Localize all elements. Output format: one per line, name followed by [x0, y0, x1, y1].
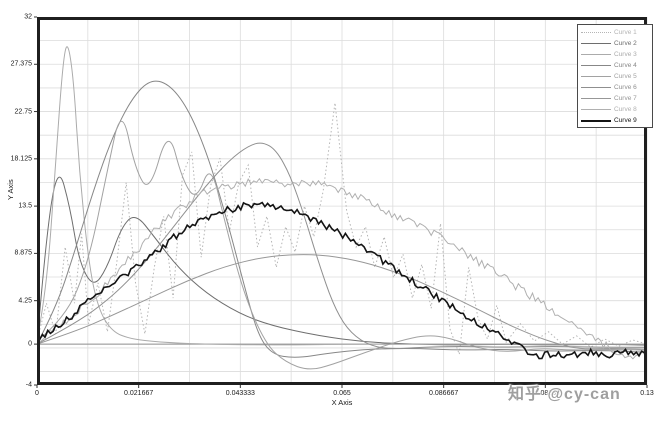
y-tick-label: 4.25: [18, 297, 32, 305]
axis-tick-marks: [34, 16, 648, 388]
y-tick-label: 27.375: [10, 60, 32, 68]
legend-item-curve-6[interactable]: Curve 6: [581, 82, 650, 93]
legend-line-sample: [581, 54, 611, 55]
legend-label: Curve 7: [614, 95, 637, 102]
y-tick-label: 13.5: [18, 202, 32, 210]
legend-label: Curve 8: [614, 106, 637, 113]
legend-line-sample: [581, 43, 611, 44]
legend-item-curve-9[interactable]: Curve 9: [581, 115, 650, 126]
y-axis-title: Y Axis: [6, 179, 15, 200]
y-tick-label: 8.875: [14, 249, 32, 257]
x-axis-title: X Axis: [331, 398, 353, 407]
curve-7-line: [37, 254, 647, 350]
y-tick-label: 18.125: [10, 155, 32, 163]
plot-border: [37, 17, 647, 385]
y-tick-label: -4: [25, 381, 32, 389]
x-tick-label: 0.021667: [124, 390, 154, 397]
legend-item-curve-8[interactable]: Curve 8: [581, 104, 650, 115]
legend-line-sample: [581, 65, 611, 66]
legend-label: Curve 4: [614, 62, 637, 69]
watermark-text: 知乎 @cy-can: [508, 386, 621, 403]
legend-item-curve-3[interactable]: Curve 3: [581, 49, 650, 60]
legend-item-curve-2[interactable]: Curve 2: [581, 38, 650, 49]
legend-label: Curve 9: [614, 117, 637, 124]
legend-label: Curve 1: [614, 29, 637, 36]
legend-box: Curve 1 Curve 2 Curve 3 Curve 4 Curve 5 Curve…: [577, 24, 653, 128]
legend-label: Curve 2: [614, 40, 637, 47]
y-tick-label: 32: [24, 13, 32, 21]
y-tick-label: 0: [28, 340, 32, 348]
legend-label: Curve 5: [614, 73, 637, 80]
legend-line-sample: [581, 32, 611, 33]
gridlines: [37, 17, 648, 385]
legend-label: Curve 3: [614, 51, 637, 58]
curves: [37, 46, 647, 370]
curve-8-line: [37, 177, 647, 360]
x-tick-label: 0.108333: [530, 390, 560, 397]
legend-line-sample: [581, 76, 611, 77]
legend-line-sample: [581, 98, 611, 99]
curve-3-line: [37, 46, 647, 346]
curve-5-line: [37, 120, 647, 370]
legend-item-curve-5[interactable]: Curve 5: [581, 71, 650, 82]
legend-item-curve-1[interactable]: Curve 1: [581, 27, 650, 38]
legend-line-sample: [581, 119, 611, 122]
x-tick-label: 0: [35, 390, 39, 397]
x-tick-label: 0.086667: [429, 390, 459, 397]
legend-line-sample: [581, 87, 611, 88]
x-tick-label: 0.065: [333, 390, 351, 397]
legend-item-curve-7[interactable]: Curve 7: [581, 93, 650, 104]
curve-1-line: [37, 102, 647, 355]
x-tick-label: 0.043333: [225, 390, 255, 397]
legend-label: Curve 6: [614, 84, 637, 91]
legend-item-curve-4[interactable]: Curve 4: [581, 60, 650, 71]
legend-line-sample: [581, 109, 611, 110]
x-tick-label: 0.13: [640, 390, 654, 397]
curve-9-line: [37, 201, 647, 360]
curve-4-line: [37, 80, 647, 358]
curve-6-line: [37, 142, 647, 349]
y-tick-label: 22.75: [14, 108, 32, 116]
